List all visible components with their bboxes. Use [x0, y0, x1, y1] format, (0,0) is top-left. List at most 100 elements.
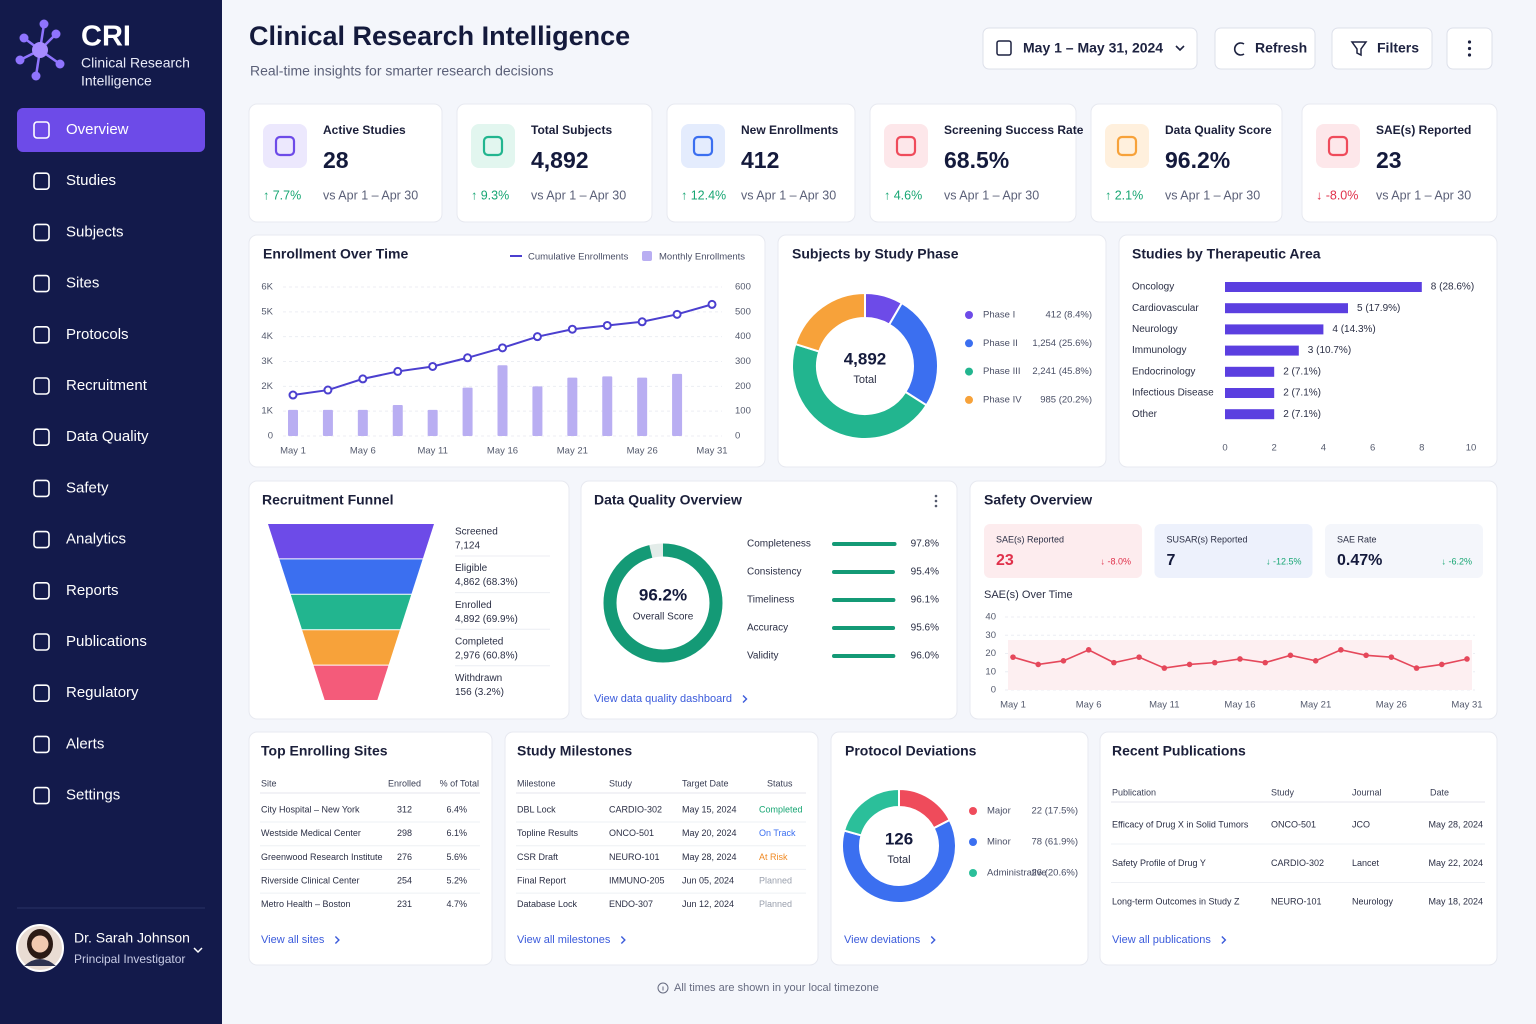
- user-profile[interactable]: Dr. Sarah Johnson Principal Investigator: [16, 924, 203, 972]
- card-title: Safety Overview: [984, 492, 1092, 508]
- column-header: Site: [261, 778, 277, 788]
- nav-item[interactable]: Publications: [33, 633, 147, 651]
- line-point: [1085, 647, 1092, 653]
- bar: [832, 654, 896, 658]
- stat-value: 0.47%: [1337, 552, 1382, 569]
- metric-label: Consistency: [747, 567, 801, 578]
- nav-item[interactable]: Regulatory: [33, 684, 139, 703]
- nav-highlight: [17, 108, 205, 152]
- table-cell: 298: [397, 828, 412, 838]
- category-label: Infectious Disease: [1132, 388, 1214, 399]
- plot-tint: [1008, 640, 1472, 690]
- nav-item[interactable]: Protocols: [33, 325, 129, 344]
- legend-label: Minor: [987, 837, 1011, 848]
- kpi-comparison: vs Apr 1 – Apr 30: [944, 188, 1039, 202]
- date-range-picker[interactable]: May 1 – May 31, 2024: [982, 27, 1198, 70]
- user-role[interactable]: Principal Investigator: [74, 952, 185, 966]
- table-cell: CARDIO-302: [609, 804, 662, 814]
- bar: [497, 365, 508, 436]
- table-cell: 231: [397, 899, 412, 909]
- nav-item[interactable]: Safety: [33, 479, 109, 498]
- nav-item[interactable]: Sites: [33, 275, 99, 293]
- nav-label[interactable]: Overview: [66, 121, 129, 138]
- column-header: Study: [609, 778, 633, 788]
- nav-label[interactable]: Analytics: [66, 531, 126, 548]
- button-bg: [1214, 27, 1316, 70]
- link-text[interactable]: View deviations: [844, 934, 921, 946]
- bar: [832, 626, 896, 630]
- line-point: [1438, 661, 1445, 668]
- nav-item[interactable]: Analytics: [33, 531, 126, 549]
- nav-label[interactable]: Alerts: [66, 735, 104, 752]
- legend-dot: [965, 395, 973, 404]
- stage-label: Screened: [455, 527, 498, 538]
- nav-label[interactable]: Subjects: [66, 223, 124, 240]
- nav-item[interactable]: Alerts: [33, 735, 104, 754]
- link[interactable]: View all sites: [261, 934, 340, 946]
- link-text[interactable]: View all milestones: [517, 934, 611, 946]
- nav-label[interactable]: Protocols: [66, 326, 129, 343]
- line-point: [602, 320, 612, 330]
- link-text[interactable]: View all publications: [1112, 934, 1211, 946]
- card-title: Recent Publications: [1112, 743, 1246, 759]
- link[interactable]: View all publications: [1112, 934, 1227, 946]
- nav-item[interactable]: Overview: [17, 108, 205, 152]
- kpi-icon: [1327, 135, 1349, 157]
- bar: [532, 386, 543, 436]
- user-name[interactable]: Dr. Sarah Johnson: [74, 930, 190, 946]
- column-header: % of Total: [440, 778, 479, 788]
- line-point: [428, 361, 438, 371]
- logo-atom: [31, 71, 41, 81]
- nav-item[interactable]: Settings: [33, 787, 120, 805]
- nav-label[interactable]: Recruitment: [66, 377, 148, 394]
- link[interactable]: View deviations: [844, 934, 936, 946]
- link-text[interactable]: View data quality dashboard: [594, 693, 732, 705]
- card: [504, 731, 819, 966]
- nav-item[interactable]: Subjects: [33, 223, 124, 242]
- nav-label[interactable]: Settings: [66, 787, 120, 804]
- button-bg: [982, 27, 1198, 70]
- nav-label[interactable]: Publications: [66, 633, 147, 650]
- line-point: [1035, 661, 1042, 668]
- more-button[interactable]: [1446, 27, 1493, 70]
- link[interactable]: View data quality dashboard: [594, 693, 748, 705]
- kpi-change: ↓ -8.0%: [1316, 188, 1358, 202]
- nav-label[interactable]: Safety: [66, 479, 109, 496]
- metric-value: 96.0%: [911, 651, 939, 662]
- table-cell: NEURO-101: [1271, 896, 1322, 906]
- x-tick-label: May 1: [1000, 700, 1026, 711]
- nav-label[interactable]: Reports: [66, 582, 119, 599]
- filters-button[interactable]: Filters: [1331, 27, 1433, 70]
- kpi-value: 68.5%: [944, 147, 1009, 173]
- table-cell: DBL Lock: [517, 804, 556, 814]
- refresh-button[interactable]: Refresh: [1214, 27, 1316, 70]
- nav-item[interactable]: Recruitment: [33, 377, 148, 395]
- nav-item[interactable]: Reports: [33, 582, 119, 600]
- refresh-label[interactable]: Refresh: [1255, 40, 1307, 56]
- table-cell: Completed: [759, 804, 803, 814]
- kpi-change: ↑ 2.1%: [1105, 188, 1143, 202]
- table-cell: IMMUNO-205: [609, 875, 665, 885]
- nav-label[interactable]: Regulatory: [66, 684, 139, 701]
- table-cell: Efficacy of Drug X in Solid Tumors: [1112, 819, 1249, 829]
- metric-value: 95.4%: [911, 567, 939, 578]
- nav-label[interactable]: Data Quality: [66, 428, 149, 445]
- stage-label: Enrolled: [455, 600, 492, 611]
- kpi-icon-bg: [884, 124, 928, 168]
- link-text[interactable]: View all sites: [261, 934, 325, 946]
- filters-label[interactable]: Filters: [1377, 40, 1419, 56]
- nav-item[interactable]: Studies: [33, 172, 116, 190]
- x-tick-label: May 11: [417, 446, 447, 457]
- nav-icon: [33, 479, 50, 498]
- date-range-label[interactable]: May 1 – May 31, 2024: [1023, 40, 1163, 56]
- nav-icon: [33, 325, 50, 344]
- line-point: [532, 332, 542, 342]
- nav-label[interactable]: Studies: [66, 172, 116, 189]
- legend-label: Phase III: [983, 366, 1021, 377]
- line-point: [498, 343, 507, 353]
- link[interactable]: View all milestones: [517, 934, 626, 946]
- card-menu[interactable]: [934, 494, 938, 508]
- nav-item[interactable]: Data Quality: [33, 428, 149, 447]
- nav-label[interactable]: Sites: [66, 275, 99, 292]
- chevron: [742, 695, 748, 703]
